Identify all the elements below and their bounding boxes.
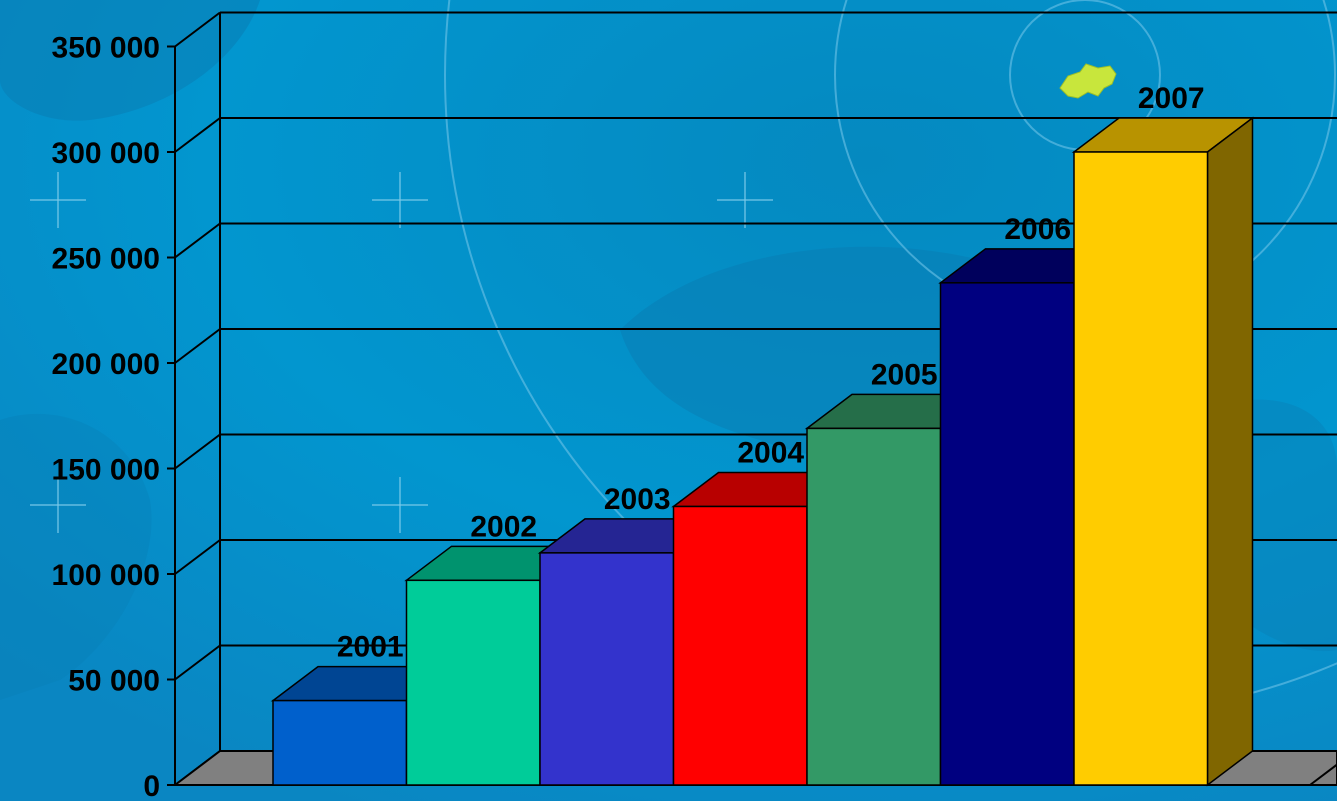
bars [270, 116, 1255, 787]
bar-2007 [1071, 116, 1255, 787]
y-axis: 0 50 000 100 000 150 000 200 000 250 000 300 0… [52, 32, 176, 801]
ukraine-map-shape [1059, 63, 1117, 99]
y-tick-label: 200 000 [52, 348, 160, 381]
side-wall-gridline [174, 433, 221, 470]
bar-front-face [539, 552, 675, 786]
side-wall-gridline [174, 11, 221, 48]
bar-front-face [672, 505, 808, 786]
y-tick-label: 0 [143, 770, 160, 801]
bar-2006 [938, 248, 1122, 786]
y-tick-label: 150 000 [52, 454, 160, 487]
bar-label-2007: 2007 [1138, 82, 1205, 115]
bar-label-2002: 2002 [470, 510, 537, 543]
y-tick-label: 250 000 [52, 243, 160, 276]
bar-front-face [939, 282, 1075, 786]
bar-label-2004: 2004 [737, 436, 804, 469]
ukraine-map-icon [1059, 63, 1117, 99]
bar-2005 [804, 393, 988, 786]
y-tick-label: 50 000 [68, 665, 160, 698]
bar-front-face [405, 579, 541, 786]
side-wall-gridline [174, 117, 221, 153]
bar-front-face [1073, 151, 1209, 786]
bar-side-face [1206, 116, 1254, 787]
side-wall-gridline [174, 539, 221, 575]
bar-label-2001: 2001 [337, 631, 404, 664]
bar-front-face [272, 699, 408, 786]
bar-label-2003: 2003 [604, 483, 671, 516]
y-tick-label: 300 000 [52, 137, 160, 170]
bar-front-face [806, 427, 942, 786]
landmass-shape [0, 413, 152, 700]
floor-edge [1309, 763, 1337, 786]
side-wall-gridline [174, 222, 221, 259]
y-tick-label: 100 000 [52, 559, 160, 592]
bar-label-2005: 2005 [871, 358, 938, 391]
side-wall-gridline [174, 328, 221, 364]
labels: 2001 2002 2003 2004 2005 2006 2007 [337, 82, 1205, 664]
side-wall-gridline [174, 644, 221, 681]
y-tick-label: 350 000 [52, 32, 160, 65]
bar-label-2006: 2006 [1004, 213, 1071, 246]
